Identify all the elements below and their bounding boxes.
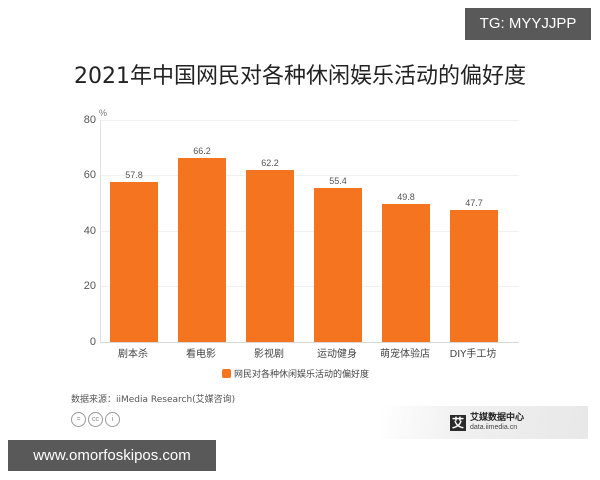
x-label: 看电影 [186, 349, 216, 360]
value-label: 49.8 [397, 192, 415, 202]
y-axis-unit: % [99, 108, 108, 118]
logo-name: 艾媒数据中心 [470, 413, 525, 423]
iimedia-logo: 艾 艾媒数据中心 data.iimedia.cn [450, 413, 524, 432]
value-label: 47.7 [465, 198, 483, 208]
plot-area: 57.8 66.2 62.2 55.4 49.8 47.7 [100, 120, 519, 343]
x-label: 影视剧 [254, 349, 284, 360]
y-tick-60: 60 [83, 169, 96, 181]
x-label: 剧本杀 [118, 349, 148, 360]
no-derivatives-icon: = [71, 412, 86, 427]
y-tick-0: 0 [89, 336, 96, 348]
legend-label: 网民对各种休闲娱乐活动的偏好度 [234, 370, 370, 380]
watermark-top: TG: MYYJJPP [465, 8, 591, 40]
data-source: 数据来源：iiMedia Research(艾媒咨询) [71, 395, 236, 405]
watermark-bottom: www.omorfoskipos.com [8, 440, 216, 471]
legend: 网民对各种休闲娱乐活动的偏好度 [222, 367, 369, 380]
x-label: 萌宠体验店 [380, 349, 430, 360]
value-label: 55.4 [329, 176, 347, 186]
value-label: 62.2 [261, 158, 279, 168]
gridline [101, 120, 519, 121]
x-label: 运动健身 [317, 349, 357, 360]
bar-4 [382, 204, 430, 342]
chart-title: 2021年中国网民对各种休闲娱乐活动的偏好度 [74, 64, 526, 89]
y-tick-20: 20 [83, 280, 96, 292]
bar-0 [110, 182, 158, 342]
gridline [101, 286, 519, 287]
logo-url: data.iimedia.cn [470, 424, 518, 431]
value-label: 57.8 [125, 170, 143, 180]
bar-2 [246, 170, 294, 342]
x-label: DIY手工坊 [449, 349, 497, 360]
bar-3 [314, 188, 362, 342]
bar-5 [450, 210, 498, 342]
legend-swatch [222, 369, 231, 378]
bar-1 [178, 158, 226, 342]
creative-commons-icon: cc [88, 412, 103, 427]
attribution-icon: i [105, 412, 120, 427]
cc-license-icons: = cc i [71, 412, 120, 427]
logo-mark-icon: 艾 [450, 414, 466, 431]
value-label: 66.2 [193, 146, 211, 156]
y-tick-80: 80 [83, 114, 96, 126]
gridline [101, 175, 519, 176]
y-tick-40: 40 [83, 225, 96, 237]
gridline [101, 231, 519, 232]
logo-band [380, 406, 588, 439]
